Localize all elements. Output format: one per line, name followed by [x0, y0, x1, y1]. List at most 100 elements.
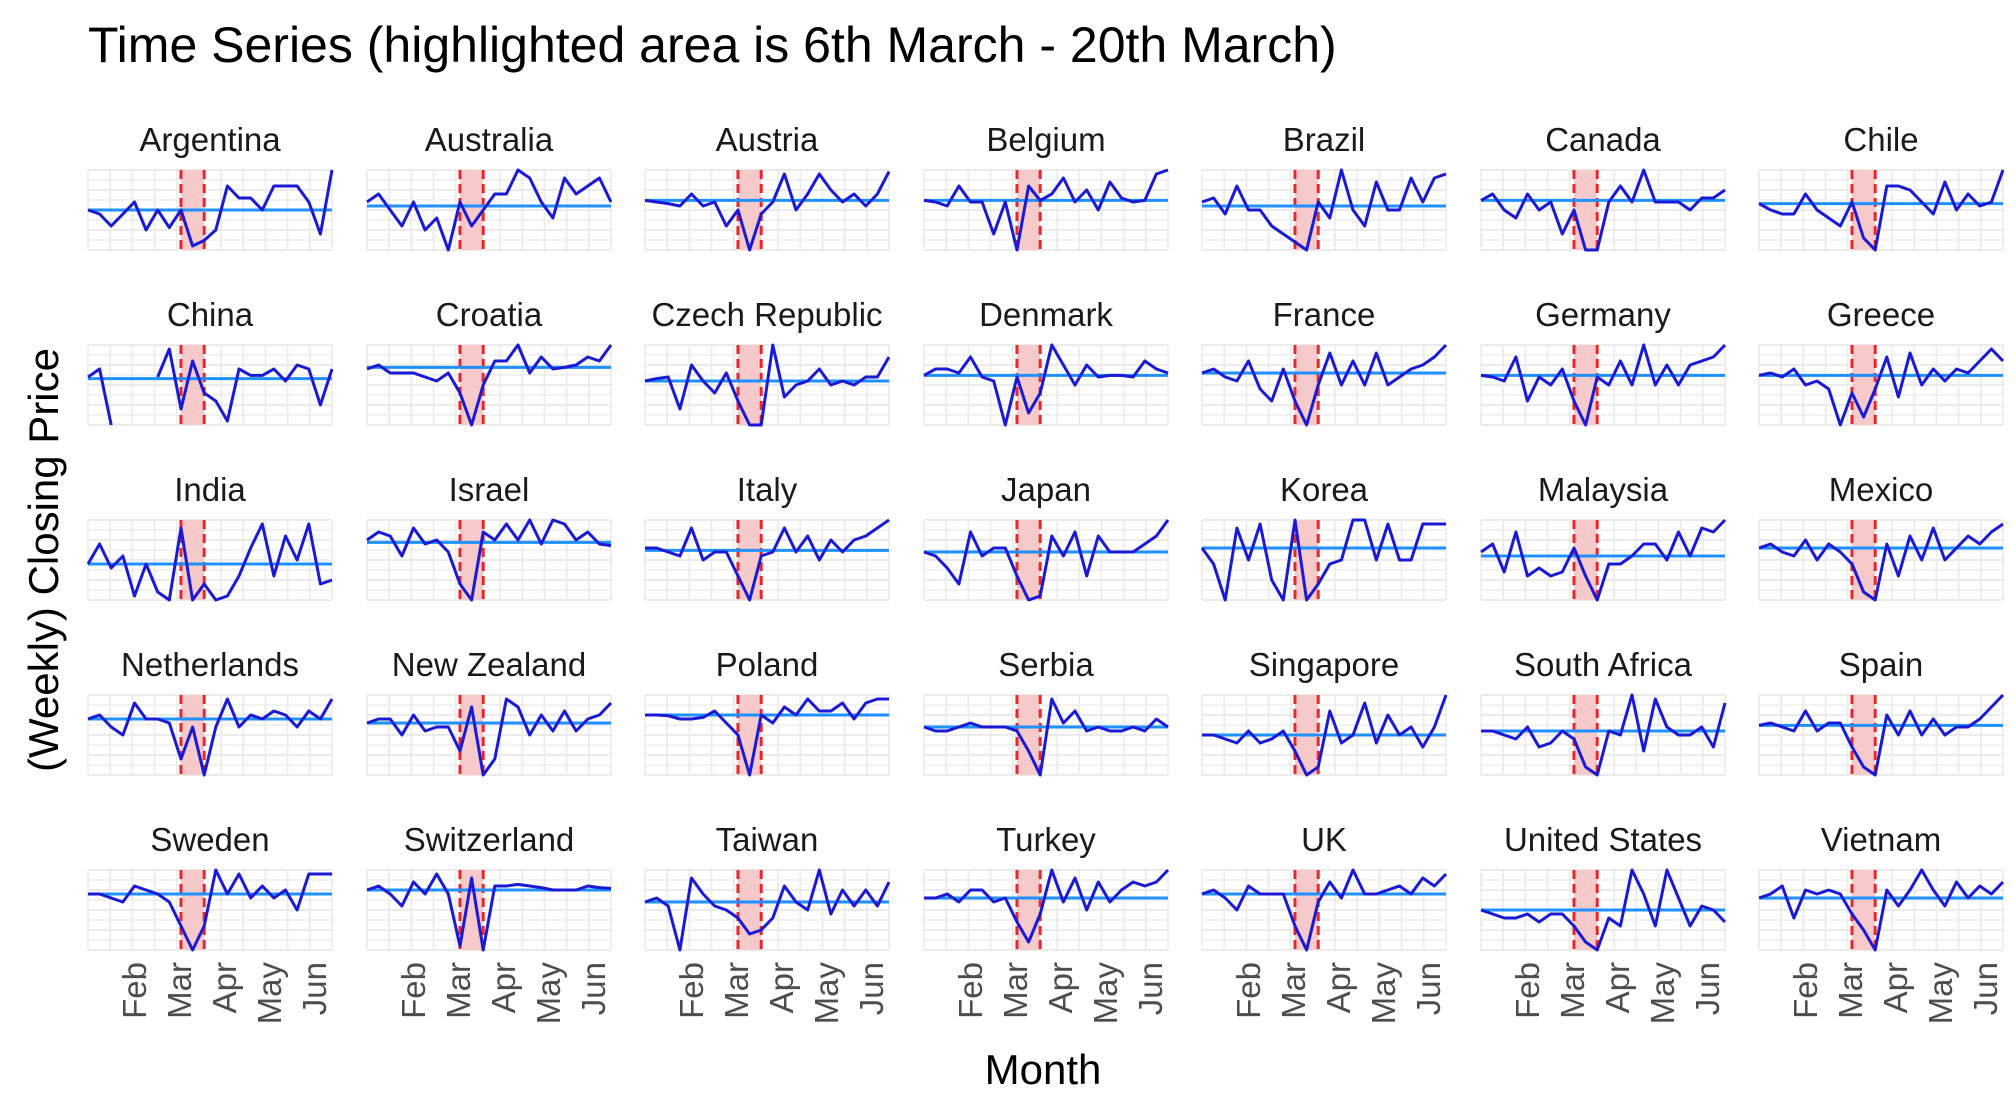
x-tick-label: Mar [997, 962, 1034, 1019]
panel-title: Taiwan [716, 821, 819, 858]
x-tick-label: Mar [161, 962, 198, 1019]
highlight-band [1016, 520, 1041, 600]
panel-mexico: Mexico [1758, 471, 2004, 602]
highlight-band [459, 520, 484, 600]
panel-korea: Korea [1200, 471, 1447, 602]
series-line-korea [1200, 518, 1446, 602]
series-line-sweden [88, 868, 332, 952]
highlight-band [737, 870, 762, 950]
panel-title: Belgium [986, 121, 1105, 158]
series-line-australia [366, 168, 613, 252]
series-line-germany [1480, 343, 1727, 427]
panel-vietnam: Vietnam Feb Mar Apr May Jun [1758, 821, 2005, 1024]
panel-title: Spain [1839, 646, 1923, 683]
panel-title: Serbia [998, 646, 1094, 683]
panel-germany: Germany [1480, 296, 1727, 427]
panel-australia: Australia [366, 121, 613, 252]
series-line-malaysia [1480, 518, 1727, 602]
series-line-japan [923, 519, 1170, 602]
x-tick-label: Apr [206, 962, 243, 1013]
panel-argentina: Argentina [87, 121, 334, 251]
series-line-singapore [1202, 694, 1448, 777]
panel-title: Switzerland [404, 821, 575, 858]
series-line-new-zealand [366, 697, 613, 777]
highlight-band [1016, 695, 1041, 775]
chart-title: Time Series (highlighted area is 6th Mar… [88, 17, 1337, 73]
panel-austria: Austria [644, 121, 891, 252]
x-tick-label: May [1365, 962, 1402, 1025]
x-tick-label: Feb [1509, 962, 1546, 1019]
series-line-mexico [1758, 522, 2004, 602]
highlight-band [459, 695, 484, 775]
highlight-band [1016, 870, 1041, 950]
x-tick-label: Jun [1132, 962, 1169, 1015]
panel-title: Poland [716, 646, 819, 683]
x-tick-label: Mar [440, 962, 477, 1019]
x-axis-label: Month [985, 1046, 1102, 1093]
panel-title: Malaysia [1538, 471, 1669, 508]
panel-united-states: United States Feb Mar Apr May Jun [1480, 821, 1727, 1024]
series-line-taiwan [644, 868, 891, 952]
panel-title: UK [1301, 821, 1347, 858]
highlight-band [737, 170, 762, 250]
highlight-band [1851, 170, 1876, 250]
panel-title: Chile [1843, 121, 1918, 158]
panel-switzerland: Switzerland Feb Mar Apr May Jun [366, 821, 612, 1024]
panel-netherlands: Netherlands [87, 646, 334, 777]
x-tick-label: Apr [1877, 962, 1914, 1013]
panel-title: Italy [737, 471, 798, 508]
x-tick-label: Mar [1832, 962, 1869, 1019]
series-line-turkey [924, 868, 1170, 944]
x-tick-label: Feb [116, 962, 153, 1019]
x-tick-label: Mar [1554, 962, 1591, 1019]
panel-title: New Zealand [392, 646, 586, 683]
panel-title: Korea [1280, 471, 1369, 508]
highlight-band [1573, 345, 1598, 425]
panel-japan: Japan [923, 471, 1170, 602]
x-tick-label: Jun [853, 962, 890, 1015]
panel-india: India [86, 471, 333, 602]
panel-title: Brazil [1283, 121, 1366, 158]
panel-south-africa: South Africa [1480, 646, 1727, 777]
panel-new-zealand: New Zealand [366, 646, 613, 777]
highlight-band [737, 520, 762, 600]
panel-uk: UK Feb Mar Apr May Jun [1201, 821, 1448, 1025]
panel-title: Denmark [979, 296, 1113, 333]
series-line-brazil [1201, 168, 1447, 252]
panel-title: Germany [1535, 296, 1671, 333]
series-line-uk [1201, 868, 1448, 952]
x-tick-label: Apr [763, 962, 800, 1013]
panel-poland: Poland [644, 646, 890, 777]
series-line-denmark [923, 343, 1169, 427]
panel-title: Czech Republic [651, 296, 882, 333]
panel-sweden: Sweden Feb Mar Apr May Jun [87, 821, 333, 1024]
series-line-india [86, 522, 333, 602]
series-line-argentina [87, 169, 334, 248]
x-tick-label: May [808, 962, 845, 1025]
panel-title: Mexico [1829, 471, 1934, 508]
series-line-chile [1758, 169, 2005, 252]
series-line-netherlands [87, 697, 334, 777]
series-line-switzerland [366, 872, 612, 952]
highlight-band [1294, 170, 1319, 250]
panel-china: China [87, 296, 334, 426]
series-line-china [87, 347, 334, 426]
x-tick-label: Jun [296, 962, 333, 1015]
panel-singapore: Singapore [1201, 646, 1448, 777]
series-line-france [1201, 343, 1448, 427]
highlight-band [1294, 870, 1319, 950]
panel-title: Australia [425, 121, 554, 158]
panel-title: China [167, 296, 254, 333]
highlight-band [180, 520, 205, 600]
panel-czech-republic: Czech Republic [644, 296, 891, 427]
x-tick-label: Mar [718, 962, 755, 1019]
panel-title: Turkey [996, 821, 1096, 858]
series-line-serbia [923, 697, 1169, 777]
series-line-czech-republic [644, 343, 891, 427]
panel-title: Croatia [436, 296, 543, 333]
series-line-israel [366, 518, 612, 602]
y-axis-label: (Weekly) Closing Price [20, 348, 67, 772]
x-tick-label: Feb [673, 962, 710, 1019]
